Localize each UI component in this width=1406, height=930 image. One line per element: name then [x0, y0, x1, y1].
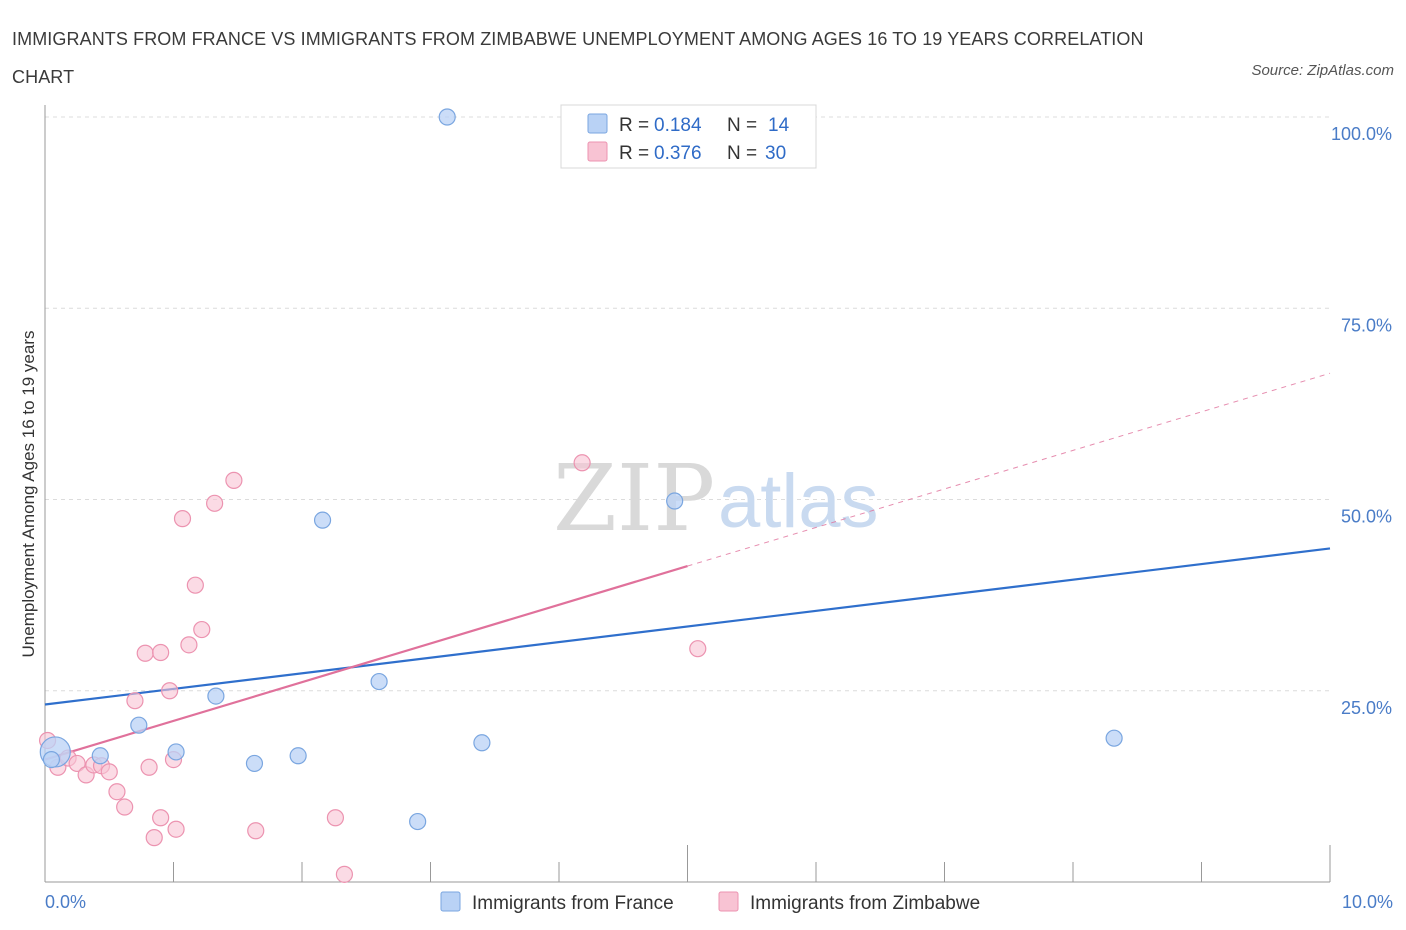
series-legend-swatch-zimbabwe — [718, 891, 739, 912]
legend-swatch-france — [587, 113, 608, 134]
point-zimbabwe-23 — [206, 494, 224, 512]
point-france-14 — [1105, 729, 1123, 747]
point-france-5 — [207, 687, 225, 705]
point-zimbabwe-22 — [193, 620, 211, 639]
y-axis-label: Unemployment Among Ages 16 to 19 years — [19, 331, 38, 658]
axis-labels: 25.0% 50.0% 75.0% 100.0% 0.0% 10.0% Unemployme… — [19, 124, 1393, 912]
point-france-3 — [130, 716, 148, 734]
point-france-9 — [370, 672, 388, 691]
point-zimbabwe-3 — [68, 754, 86, 773]
point-zimbabwe-28 — [573, 454, 591, 472]
point-zimbabwe-16 — [161, 682, 179, 700]
point-france-1 — [42, 750, 61, 769]
point-zimbabwe-11 — [140, 758, 158, 776]
y-tick-label-3: 100.0% — [1331, 124, 1392, 144]
data-points — [38, 108, 1123, 883]
y-tick-label-0: 25.0% — [1341, 698, 1392, 718]
point-zimbabwe-24 — [225, 471, 243, 489]
legend-n-zimbabwe: 30 — [765, 143, 786, 164]
point-france-11 — [438, 108, 456, 126]
series-legend: Immigrants from France Immigrants from Z… — [440, 891, 980, 914]
point-zimbabwe-10 — [126, 692, 144, 710]
point-france-13 — [666, 492, 684, 510]
watermark-atlas: atlas — [718, 459, 879, 544]
legend-n-label-zimbabwe: N = — [727, 143, 757, 164]
y-tick-label-2: 75.0% — [1341, 315, 1392, 335]
trend-line-france — [44, 547, 1331, 706]
point-zimbabwe-29 — [689, 640, 707, 658]
point-zimbabwe-19 — [173, 510, 192, 528]
legend-swatch-zimbabwe — [587, 141, 608, 162]
point-france-10 — [409, 812, 427, 831]
point-france-8 — [313, 511, 332, 529]
point-zimbabwe-27 — [335, 865, 354, 883]
trend-lines — [44, 372, 1331, 761]
correlation-legend: R = 0.184 N = 14 R = 0.376 N = 30 — [560, 104, 817, 169]
point-france-2 — [91, 747, 109, 765]
point-zimbabwe-9 — [116, 798, 134, 816]
legend-n-label-france: N = — [727, 115, 757, 136]
point-zimbabwe-13 — [152, 809, 170, 827]
watermark: ZIP atlas — [553, 445, 879, 552]
point-france-4 — [167, 743, 185, 761]
source-credit: Source: ZipAtlas.com — [1251, 62, 1394, 79]
x-tick-label-1: 10.0% — [1342, 892, 1393, 912]
series-legend-label-zimbabwe: Immigrants from Zimbabwe — [750, 893, 980, 914]
point-france-6 — [245, 754, 264, 773]
gridlines — [45, 116, 1330, 692]
y-tick-label-1: 50.0% — [1341, 507, 1392, 527]
point-zimbabwe-15 — [152, 643, 170, 662]
point-zimbabwe-26 — [326, 809, 345, 827]
point-zimbabwe-14 — [136, 644, 154, 662]
point-france-7 — [289, 747, 307, 765]
series-legend-swatch-france — [440, 891, 461, 912]
point-zimbabwe-8 — [108, 783, 126, 801]
trend-line-zimbabwe — [44, 565, 688, 761]
point-zimbabwe-25 — [247, 822, 265, 840]
point-zimbabwe-21 — [186, 576, 204, 594]
legend-n-france: 14 — [768, 115, 790, 136]
trend-line-extension-zimbabwe — [687, 372, 1331, 567]
point-zimbabwe-7 — [100, 763, 118, 781]
point-zimbabwe-18 — [167, 820, 185, 838]
series-legend-label-france: Immigrants from France — [472, 893, 674, 914]
legend-r-france: 0.184 — [654, 115, 702, 136]
point-zimbabwe-12 — [145, 829, 163, 847]
legend-r-zimbabwe: 0.376 — [654, 143, 702, 164]
chart-title: IMMIGRANTS FROM FRANCE VS IMMIGRANTS FRO… — [12, 29, 1144, 87]
legend-r-label-zimbabwe: R = — [619, 143, 649, 164]
point-france-12 — [473, 734, 491, 752]
point-zimbabwe-20 — [180, 636, 198, 654]
legend-r-label-france: R = — [619, 115, 649, 136]
x-tick-label-0: 0.0% — [45, 892, 86, 912]
